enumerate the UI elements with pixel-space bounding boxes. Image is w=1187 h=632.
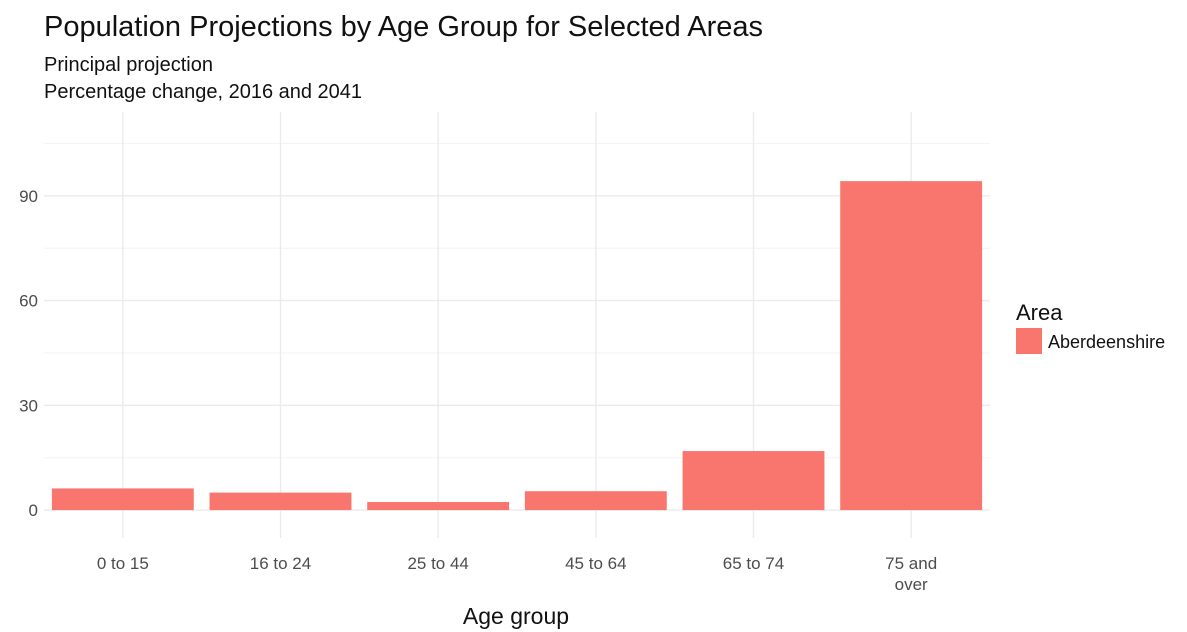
legend: Area Aberdeenshire <box>1016 300 1165 354</box>
bar-3 <box>367 502 510 511</box>
legend-key-aberdeenshire <box>1016 328 1042 354</box>
bar-2 <box>209 492 352 511</box>
y-axis-ticks: 0 30 60 90 <box>19 187 38 520</box>
bar-6 <box>840 181 983 511</box>
x-tick-label: 75 and over <box>885 554 937 594</box>
x-axis-ticks: 0 to 15 16 to 24 25 to 44 45 to 64 65 to 74 7… <box>97 554 937 594</box>
y-tick-label: 90 <box>19 187 38 206</box>
y-tick-label: 0 <box>29 501 38 520</box>
bar-4 <box>524 491 667 511</box>
bars <box>51 181 983 511</box>
bar-5 <box>682 451 825 511</box>
legend-title: Area <box>1016 300 1063 325</box>
y-tick-label: 60 <box>19 292 38 311</box>
legend-label-aberdeenshire: Aberdeenshire <box>1048 332 1165 352</box>
chart-subtitle-line-1: Principal projection <box>44 54 213 76</box>
x-tick-label: 25 to 44 <box>407 554 468 573</box>
chart-subtitle-line-2: Percentage change, 2016 and 2041 <box>44 81 362 103</box>
x-tick-label: 45 to 64 <box>565 554 626 573</box>
x-tick-label: 65 to 74 <box>723 554 784 573</box>
y-tick-label: 30 <box>19 396 38 415</box>
x-tick-label: 16 to 24 <box>250 554 311 573</box>
x-axis-title: Age group <box>463 603 569 629</box>
bar-1 <box>51 488 194 511</box>
x-tick-label: 0 to 15 <box>97 554 149 573</box>
chart-title: Population Projections by Age Group for … <box>44 11 763 43</box>
